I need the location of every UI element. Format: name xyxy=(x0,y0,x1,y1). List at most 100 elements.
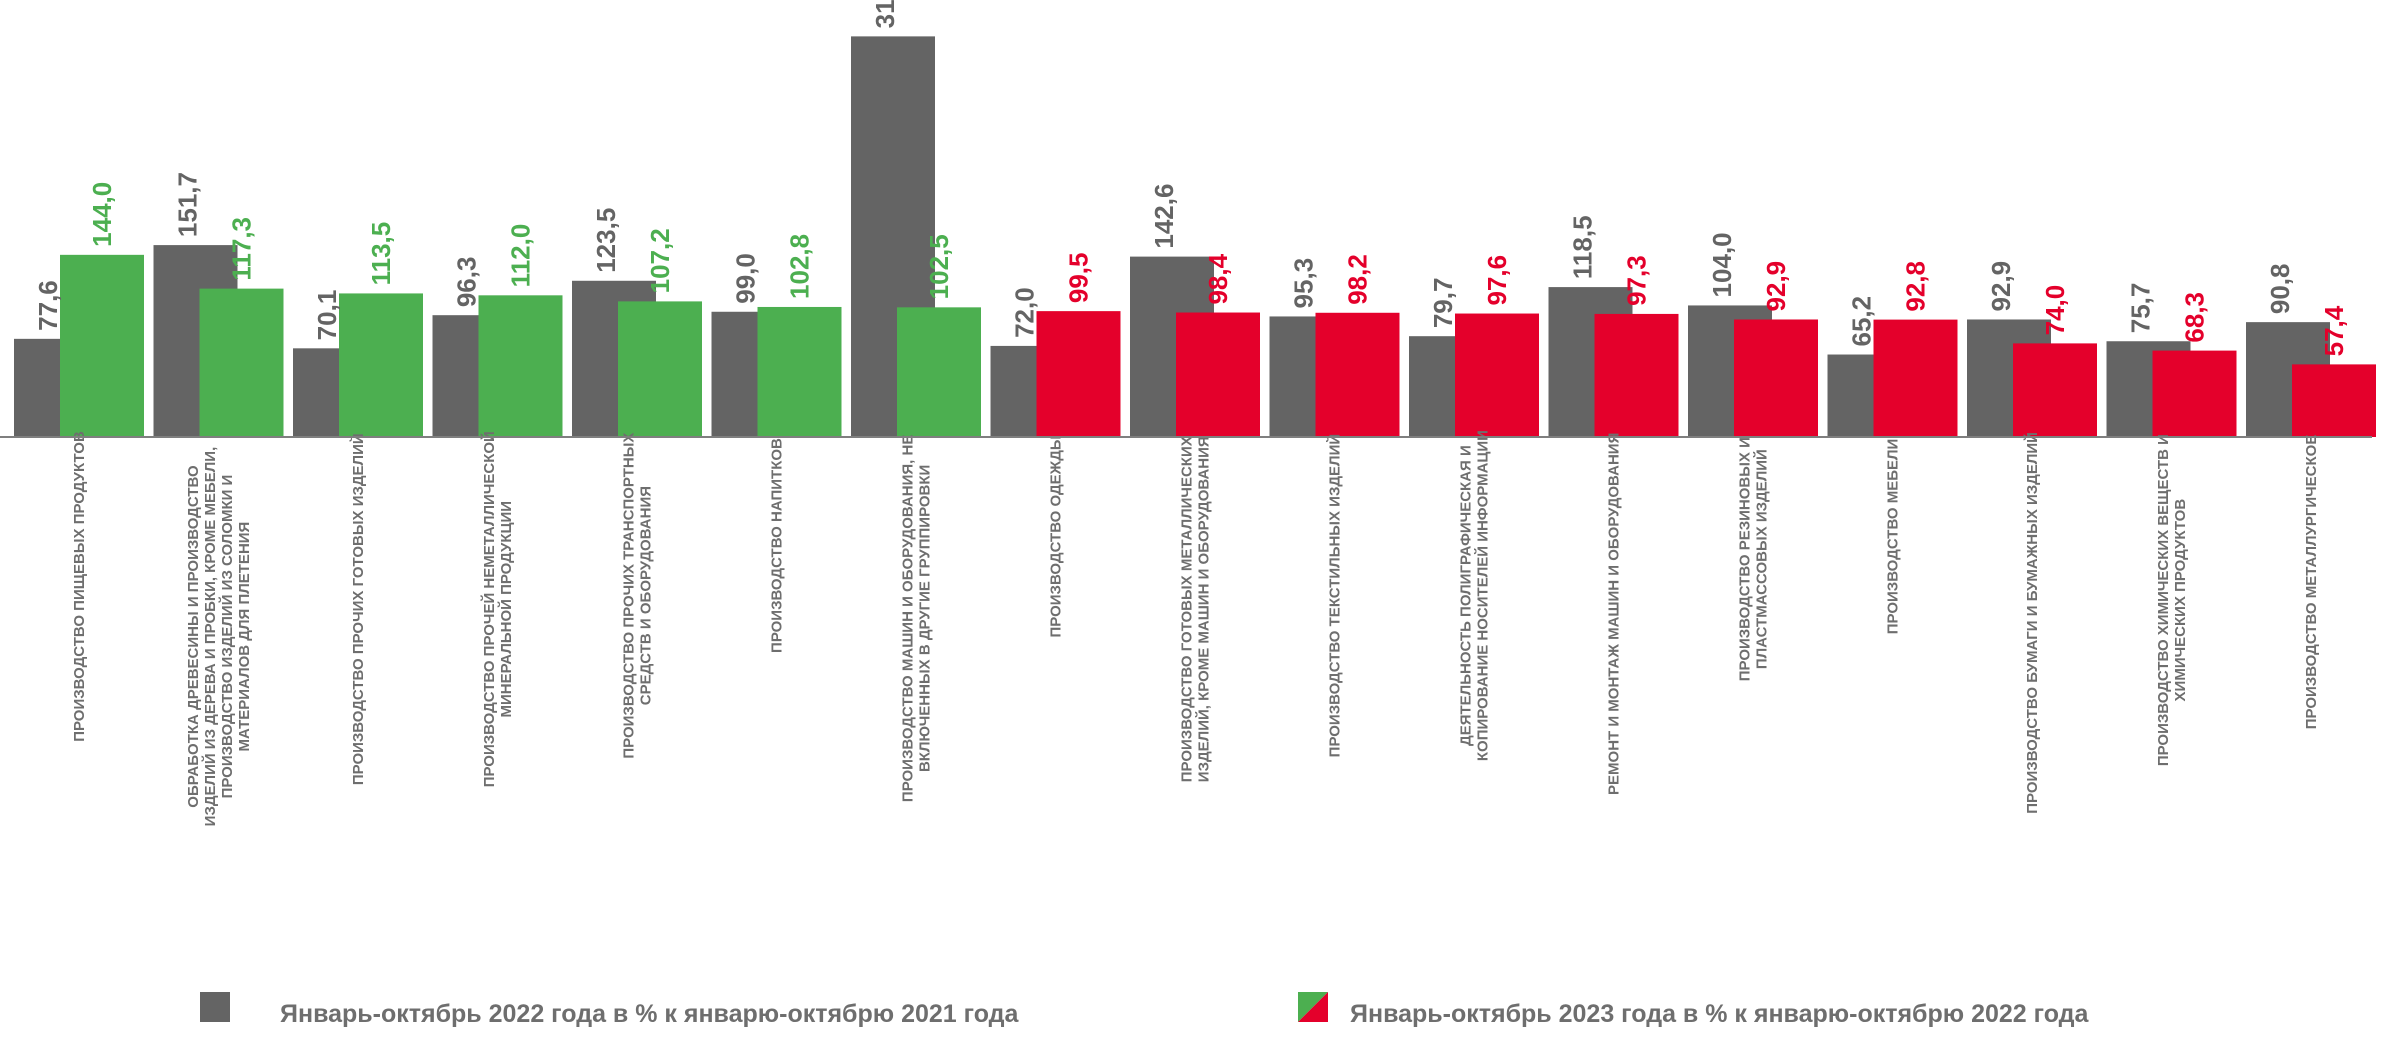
data-label-2022-5: 99,0 xyxy=(730,253,760,304)
data-label-2023-0: 144,0 xyxy=(87,182,117,247)
bar-2023-2 xyxy=(339,293,423,437)
data-label-2023-16: 57,4 xyxy=(2319,305,2349,356)
category-label-line: ПРОИЗВОДСТВО МЕБЕЛИ xyxy=(1885,439,1902,635)
category-label-11: РЕМОНТ И МОНТАЖ МАШИН И ОБОРУДОВАНИЯ xyxy=(1606,433,1623,795)
category-label-14: ПРОИЗВОДСТВО БУМАГИ И БУМАЖНЫХ ИЗДЕЛИЙ xyxy=(2023,432,2041,814)
data-label-2022-15: 75,7 xyxy=(2125,283,2155,334)
data-label-2022-14: 92,9 xyxy=(1986,261,2016,312)
category-label-line: ПРОИЗВОДСТВО ХИМИЧЕСКИХ ВЕЩЕСТВ И xyxy=(2155,434,2172,766)
data-label-2023-1: 117,3 xyxy=(226,217,256,281)
bar-2023-13 xyxy=(1873,319,1958,437)
bar-2023-15 xyxy=(2152,350,2237,437)
data-label-2023-2: 113,5 xyxy=(366,222,396,286)
bar-2023-3 xyxy=(478,295,563,437)
category-label-line: ПРОИЗВОДСТВО ОДЕЖДЫ xyxy=(1048,435,1065,637)
data-label-2023-12: 92,9 xyxy=(1761,261,1791,312)
category-label-line: ПРОИЗВОДСТВО ПРОЧЕЙ НЕМЕТАЛЛИЧЕСКОЙ xyxy=(480,431,498,787)
data-label-2023-7: 99,5 xyxy=(1063,253,1093,304)
category-label-6: ПРОИЗВОДСТВО МАШИН И ОБОРУДОВАНИЯ, НЕВКЛ… xyxy=(900,435,934,802)
data-label-2022-3: 96,3 xyxy=(451,257,481,308)
bar-2023-14 xyxy=(2013,343,2097,437)
category-label-line: ПРОИЗВОДСТВО ГОТОВЫХ МЕТАЛЛИЧЕСКИХ xyxy=(1179,436,1196,782)
category-label-line: ИЗДЕЛИЙ, КРОМЕ МАШИН И ОБОРУДОВАНИЯ xyxy=(1195,436,1213,782)
category-label-line: ПРОИЗВОДСТВО БУМАГИ И БУМАЖНЫХ ИЗДЕЛИЙ xyxy=(2023,432,2041,814)
data-label-2022-7: 72,0 xyxy=(1009,287,1039,338)
bar-2023-12 xyxy=(1734,319,1818,437)
bar-2023-7 xyxy=(1036,311,1121,437)
bar-2023-9 xyxy=(1315,312,1400,437)
category-label-12: ПРОИЗВОДСТВО РЕЗИНОВЫХ ИПЛАСТМАССОВЫХ ИЗ… xyxy=(1737,437,1771,681)
category-label-13: ПРОИЗВОДСТВО МЕБЕЛИ xyxy=(1885,439,1902,635)
legend-label-2023: Январь-октябрь 2023 года в % к январю-ок… xyxy=(1350,1000,2089,1028)
category-label-line: ИЗДЕЛИЙ ИЗ ДЕРЕВА И ПРОБКИ, КРОМЕ МЕБЕЛИ… xyxy=(201,447,219,827)
category-label-2: ПРОИЗВОДСТВО ПРОЧИХ ГОТОВЫХ ИЗДЕЛИЙ xyxy=(349,433,367,785)
data-label-2023-6: 102,5 xyxy=(924,234,954,299)
data-label-2022-8: 142,6 xyxy=(1149,184,1179,249)
bar-2023-10 xyxy=(1455,313,1539,437)
data-label-2023-10: 97,6 xyxy=(1482,255,1512,306)
data-label-2023-4: 107,2 xyxy=(645,228,675,293)
category-label-line: МАТЕРИАЛОВ ДЛЯ ПЛЕТЕНИЯ xyxy=(236,522,253,752)
category-label-line: ПРОИЗВОДСТВО ИЗДЕЛИЙ ИЗ СОЛОМКИ И xyxy=(218,475,236,799)
category-label-1: ОБРАБОТКА ДРЕВЕСИНЫ И ПРОИЗВОДСТВОИЗДЕЛИ… xyxy=(185,447,253,827)
category-label-line: ПРОИЗВОДСТВО НАПИТКОВ xyxy=(769,438,786,653)
category-label-15: ПРОИЗВОДСТВО ХИМИЧЕСКИХ ВЕЩЕСТВ ИХИМИЧЕС… xyxy=(2155,434,2189,766)
bar-2023-4 xyxy=(618,301,702,437)
category-label-line: ВКЛЮЧЕННЫХ В ДРУГИЕ ГРУППИРОВКИ xyxy=(917,465,934,772)
data-label-2023-11: 97,3 xyxy=(1621,255,1651,306)
category-label-10: ДЕЯТЕЛЬНОСТЬ ПОЛИГРАФИЧЕСКАЯ ИКОПИРОВАНИ… xyxy=(1458,430,1492,761)
data-label-2022-13: 65,2 xyxy=(1846,296,1876,347)
category-label-0: ПРОИЗВОДСТВО ПИЩЕВЫХ ПРОДУКТОВ xyxy=(71,431,88,742)
bar-chart: 77,6 144,0 ПРОИЗВОДСТВО ПИЩЕВЫХ ПРОДУКТОВ 1… xyxy=(0,0,2376,827)
category-label-line: СРЕДСТВ И ОБОРУДОВАНИЯ xyxy=(638,486,655,705)
category-label-16: ПРОИЗВОДСТВО МЕТАЛЛУРГИЧЕСКОЕ xyxy=(2303,435,2320,730)
data-label-2023-8: 98,4 xyxy=(1203,253,1233,304)
category-label-7: ПРОИЗВОДСТВО ОДЕЖДЫ xyxy=(1048,435,1065,637)
data-label-2023-9: 98,2 xyxy=(1342,254,1372,305)
category-label-line: РЕМОНТ И МОНТАЖ МАШИН И ОБОРУДОВАНИЯ xyxy=(1606,433,1623,795)
bar-2023-1 xyxy=(199,288,284,437)
category-label-line: ОБРАБОТКА ДРЕВЕСИНЫ И ПРОИЗВОДСТВО xyxy=(185,465,202,808)
legend-swatch-2022 xyxy=(200,992,230,1022)
category-label-line: МИНЕРАЛЬНОЙ ПРОДУКЦИИ xyxy=(497,501,515,718)
data-label-2022-6: 316,7 xyxy=(870,0,900,28)
category-label-5: ПРОИЗВОДСТВО НАПИТКОВ xyxy=(769,438,786,653)
category-label-line: ПРОИЗВОДСТВО ПРОЧИХ ГОТОВЫХ ИЗДЕЛИЙ xyxy=(349,433,367,785)
data-label-2022-2: 70,1 xyxy=(312,290,342,341)
category-label-line: ДЕЯТЕЛЬНОСТЬ ПОЛИГРАФИЧЕСКАЯ И xyxy=(1458,445,1475,746)
data-label-2022-9: 95,3 xyxy=(1288,258,1318,309)
bar-2023-11 xyxy=(1594,313,1679,437)
data-label-2022-4: 123,5 xyxy=(591,208,621,273)
category-label-line: ПРОИЗВОДСТВО МАШИН И ОБОРУДОВАНИЯ, НЕ xyxy=(900,435,917,802)
category-label-line: ХИМИЧЕСКИХ ПРОДУКТОВ xyxy=(2172,499,2189,702)
data-label-2023-15: 68,3 xyxy=(2179,292,2209,343)
data-label-2022-0: 77,6 xyxy=(33,280,63,331)
data-label-2023-5: 102,8 xyxy=(784,234,814,299)
category-label-line: ПРОИЗВОДСТВО ТЕКСТИЛЬНЫХ ИЗДЕЛИЙ xyxy=(1326,434,1344,757)
data-label-2023-14: 74,0 xyxy=(2040,285,2070,336)
category-label-4: ПРОИЗВОДСТВО ПРОЧИХ ТРАНСПОРТНЫХСРЕДСТВ … xyxy=(621,433,655,759)
category-label-line: ПРОИЗВОДСТВО ПИЩЕВЫХ ПРОДУКТОВ xyxy=(71,431,88,742)
data-label-2023-13: 92,8 xyxy=(1900,261,1930,312)
data-label-2022-1: 151,7 xyxy=(172,172,202,237)
bar-2023-16 xyxy=(2292,364,2376,437)
data-label-2022-10: 79,7 xyxy=(1428,278,1458,329)
category-label-line: ПРОИЗВОДСТВО РЕЗИНОВЫХ И xyxy=(1737,437,1754,681)
bar-2023-6 xyxy=(897,307,981,437)
data-label-2022-16: 90,8 xyxy=(2265,264,2295,315)
bar-2023-8 xyxy=(1176,312,1260,437)
category-label-line: ПРОИЗВОДСТВО МЕТАЛЛУРГИЧЕСКОЕ xyxy=(2303,435,2320,730)
legend-label-2022: Январь-октябрь 2022 года в % к январю-ок… xyxy=(280,1000,1019,1028)
legend-swatch-2023 xyxy=(1298,992,1328,1022)
category-label-8: ПРОИЗВОДСТВО ГОТОВЫХ МЕТАЛЛИЧЕСКИХИЗДЕЛИ… xyxy=(1179,436,1213,782)
category-label-line: ПЛАСТМАССОВЫХ ИЗДЕЛИЙ xyxy=(1753,449,1771,669)
category-label-3: ПРОИЗВОДСТВО ПРОЧЕЙ НЕМЕТАЛЛИЧЕСКОЙМИНЕР… xyxy=(480,431,515,787)
bar-2023-0 xyxy=(60,254,144,437)
data-label-2022-12: 104,0 xyxy=(1707,232,1737,297)
category-label-9: ПРОИЗВОДСТВО ТЕКСТИЛЬНЫХ ИЗДЕЛИЙ xyxy=(1326,434,1344,757)
bar-2023-5 xyxy=(757,306,842,437)
category-label-line: КОПИРОВАНИЕ НОСИТЕЛЕЙ ИНФОРМАЦИИ xyxy=(1474,430,1492,761)
data-label-2022-11: 118,5 xyxy=(1567,215,1597,279)
category-label-line: ПРОИЗВОДСТВО ПРОЧИХ ТРАНСПОРТНЫХ xyxy=(621,433,638,759)
data-label-2023-3: 112,0 xyxy=(505,224,535,288)
